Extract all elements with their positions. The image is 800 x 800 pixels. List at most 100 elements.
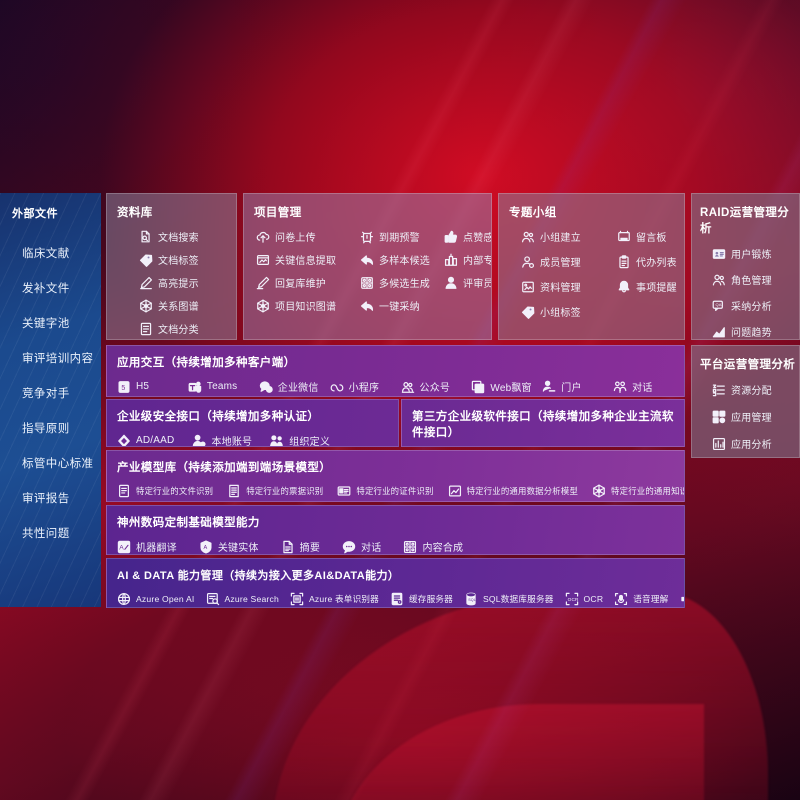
feature-sql-database-server[interactable]: SQL SQL数据库服务器 (464, 592, 554, 606)
feature-miniprogram[interactable]: 小程序 (330, 379, 401, 394)
feature-receipt-recognition[interactable]: 特定行业的票据识别 (227, 484, 323, 498)
feature-label: 资源分配 (731, 386, 772, 397)
feature-multi-candidate-generation[interactable]: 多候选生成 (360, 275, 444, 290)
feature-internal-expert-ranking[interactable]: 内部专家排名 (444, 252, 491, 267)
apps-gear-icon (712, 410, 726, 424)
content-synthesis-icon (403, 540, 417, 554)
feature-teams[interactable]: Teams (188, 380, 259, 394)
feature-item-reminder[interactable]: 事项提醒 (617, 279, 684, 294)
feature-azure-search[interactable]: Azure Search (206, 592, 279, 606)
back-arrow-icon (360, 299, 374, 313)
feature-organization-definition[interactable]: 组织定义 (270, 433, 331, 447)
feature-machine-translation[interactable]: A 机器翻译 (117, 539, 177, 554)
feature-document-tag[interactable]: 文档标签 (139, 252, 236, 267)
feature-expiry-alert[interactable]: 到期预警 (360, 229, 444, 244)
feature-local-account[interactable]: 本地账号 (192, 433, 252, 446)
feature-ad-aad[interactable]: AD/AAD (117, 434, 174, 446)
summary-icon (281, 540, 295, 554)
svg-text:OCR: OCR (567, 597, 578, 603)
sidebar-item-common-issues[interactable]: 共性问题 (22, 527, 70, 540)
feature-highlight-hint[interactable]: 高亮提示 (139, 275, 236, 290)
feature-speech-understanding[interactable]: 语音理解 (614, 592, 668, 606)
sidebar-item-keyword-pool[interactable]: 关键字池 (22, 317, 70, 330)
feature-issue-trend[interactable]: 问题趋势 (712, 324, 799, 339)
feature-group-creation[interactable]: 小组建立 (521, 229, 617, 244)
feature-reply-library-maintenance[interactable]: 回复库维护 (256, 275, 360, 290)
feature-member-management[interactable]: 成员管理 (521, 254, 617, 269)
sidebar-item-review-report[interactable]: 审评报告 (22, 492, 70, 505)
feature-multi-sample-candidates[interactable]: 多样本候选 (360, 252, 444, 267)
feature-label: 关键信息提取 (275, 256, 337, 267)
feature-chat[interactable]: 对话 (342, 539, 381, 554)
feature-tts[interactable]: TTS (679, 592, 684, 606)
feature-portal[interactable]: 门户 (542, 379, 613, 394)
feature-label: Azure 表单识别器 (308, 594, 379, 604)
feature-label: 代办列表 (636, 258, 677, 269)
feature-data-analysis-model[interactable]: 特定行业的通用数据分析模型 (448, 484, 578, 498)
feature-official-account[interactable]: 公众号 (401, 379, 472, 394)
feature-knowledge-graph-model[interactable]: 特定行业的通用知识图谱模型 (592, 484, 684, 498)
feature-label: 小组标签 (540, 308, 581, 319)
feature-label: 组织定义 (289, 437, 331, 447)
feature-web-popup[interactable]: Web飘窗 (471, 379, 542, 394)
feature-message-board[interactable]: 留言板 (617, 229, 684, 244)
feature-relationship-graph[interactable]: 关系图谱 (139, 298, 236, 313)
feature-azure-form-recognizer[interactable]: Azure 表单识别器 (290, 592, 379, 606)
feature-h5[interactable]: 5 H5 (117, 380, 188, 394)
feature-label: 机器翻译 (136, 543, 177, 554)
feature-label: 多样本候选 (379, 256, 430, 267)
sidebar-item-review-training[interactable]: 审评培训内容 (22, 352, 94, 365)
feature-wechat-work[interactable]: 企业微信 (259, 379, 330, 394)
feature-label: 特定行业的通用数据分析模型 (466, 486, 579, 496)
feature-resource-allocation[interactable]: 资源分配 (712, 382, 799, 397)
feature-file-recognition[interactable]: 特定行业的文件识别 (117, 484, 213, 498)
cloud-upload-icon (256, 230, 270, 244)
feature-dialog[interactable]: 对话 (613, 379, 684, 394)
feature-label: 多候选生成 (379, 279, 430, 290)
feature-cache-server[interactable]: 缓存服务器 (390, 592, 453, 606)
back-arrow-icon (360, 253, 374, 267)
feature-document-classification[interactable]: 文档分类 (139, 321, 236, 336)
sidebar-item-guidelines[interactable]: 指导原则 (22, 422, 70, 435)
feature-user-card[interactable]: 用户锻炼 (712, 246, 799, 261)
folder-image-icon (521, 280, 535, 294)
alarm-icon (360, 230, 374, 244)
svg-text:QA: QA (716, 302, 722, 307)
feature-key-info-extraction[interactable]: 关键信息提取 (256, 252, 360, 267)
feature-todo-list[interactable]: 代办列表 (617, 254, 684, 269)
feature-azure-open-ai[interactable]: Azure Open AI (117, 592, 195, 606)
feature-document-search[interactable]: 文档搜索 (139, 229, 236, 244)
checklist-icon (712, 383, 726, 397)
feature-key-entity[interactable]: A 关键实体 (199, 539, 259, 554)
feature-label: 评审员画像 (463, 279, 491, 290)
feature-project-knowledge-graph[interactable]: 项目知识图谱 (256, 298, 360, 313)
feature-thumbs-up-thanks[interactable]: 点赞感谢 (444, 229, 491, 244)
sidebar-item-clinical-literature[interactable]: 临床文献 (22, 247, 70, 260)
search-box-icon (206, 592, 220, 606)
feature-id-card-recognition[interactable]: 特定行业的证件识别 (337, 484, 433, 498)
feature-adoption-analysis[interactable]: QA 采纳分析 (712, 298, 799, 313)
feature-role-management[interactable]: 角色管理 (712, 272, 799, 287)
feature-material-management[interactable]: 资料管理 (521, 279, 617, 294)
feature-reviewer-profile[interactable]: 评审员画像 (444, 275, 491, 290)
feature-group-tag[interactable]: 小组标签 (521, 304, 617, 319)
sidebar-item-competitors[interactable]: 竞争对手 (22, 387, 70, 400)
sidebar-item-supplement-files[interactable]: 发补文件 (22, 282, 70, 295)
feature-summary[interactable]: 摘要 (281, 539, 320, 554)
translate-icon: A (117, 540, 131, 554)
feature-label: 语音理解 (633, 594, 669, 604)
knowledge-graph-icon (592, 484, 606, 498)
feature-application-management[interactable]: 应用管理 (712, 409, 799, 424)
organization-icon (270, 434, 284, 447)
feature-application-analysis[interactable]: 应用分析 (712, 436, 799, 451)
feature-questionnaire-upload[interactable]: 问卷上传 (256, 229, 360, 244)
feature-one-click-adoption[interactable]: 一键采纳 (360, 298, 444, 313)
sidebar-item-standards-center[interactable]: 标管中心标准 (22, 457, 94, 470)
feature-content-synthesis[interactable]: 内容合成 (403, 539, 463, 554)
feature-ocr[interactable]: OCR OCR (565, 592, 604, 606)
thumbs-up-icon (444, 230, 458, 244)
band-ai-data-capability: AI & DATA 能力管理（持续为接入更多AI&DATA能力） Azure O… (106, 558, 685, 608)
app-analytics-icon (712, 437, 726, 451)
feature-label: 企业微信 (277, 383, 319, 394)
person-gear-icon (521, 255, 535, 269)
